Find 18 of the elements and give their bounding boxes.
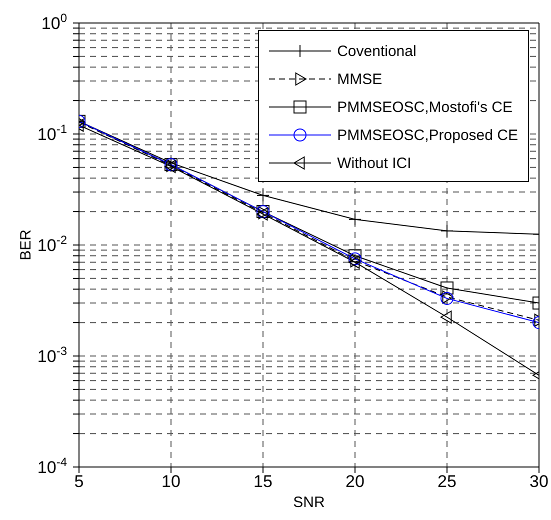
y-tick-label: 10$^{-1}$ — [37, 122, 68, 144]
x-tick-label: 10 — [162, 472, 180, 492]
legend-label: PMMSEOSC,Mostofi's CE — [337, 98, 512, 116]
x-tick-label: 25 — [438, 472, 456, 492]
legend-label: PMMSEOSC,Proposed CE — [337, 126, 518, 144]
x-tick-label: 15 — [254, 472, 272, 492]
x-tick-label: 5 — [74, 472, 84, 492]
y-tick-label: 10$^{-3}$ — [37, 344, 68, 366]
legend-label: MMSE — [337, 70, 382, 88]
legend-label: Coventional — [337, 42, 416, 60]
y-axis-title: BER — [17, 229, 34, 260]
legend-label: Without ICI — [337, 154, 412, 172]
y-tick-label: 10$^{0}$ — [41, 11, 68, 33]
y-tick-label: 10$^{-2}$ — [37, 233, 68, 255]
y-tick-label: 10$^{-4}$ — [37, 455, 68, 477]
x-axis-title: SNR — [293, 494, 325, 511]
x-tick-label: 30 — [530, 472, 548, 492]
x-tick-label: 20 — [346, 472, 364, 492]
